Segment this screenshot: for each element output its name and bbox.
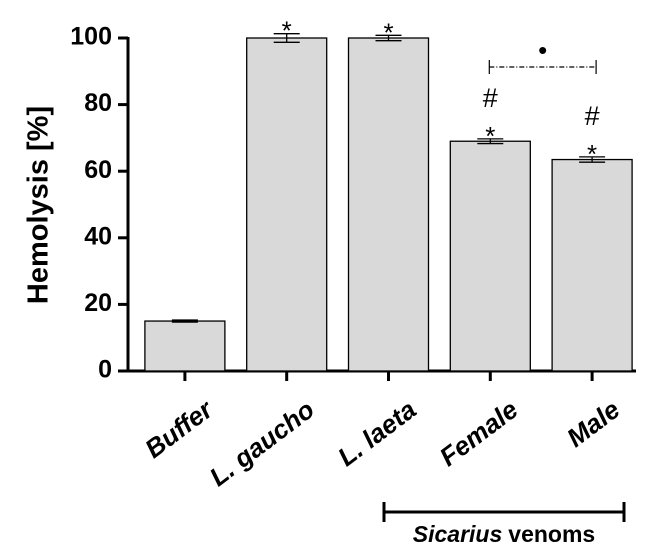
bar — [246, 37, 328, 372]
significance-marker: * — [383, 17, 393, 47]
significance-marker: # — [483, 83, 498, 113]
significance-marker: * — [485, 121, 495, 151]
y-tick-label: 40 — [84, 222, 112, 250]
bar — [144, 320, 226, 372]
error-bar — [171, 319, 198, 323]
x-tick-label: Buffer — [139, 393, 219, 464]
y-tick-label: 20 — [84, 289, 112, 317]
group-label: Sicarius venoms — [413, 521, 595, 547]
y-axis-label: Hemolysis [%] — [23, 106, 55, 304]
x-tick-label: L. laeta — [332, 394, 422, 472]
y-tick-label: 80 — [84, 89, 112, 117]
x-tick-label: Male — [561, 394, 625, 453]
bar — [551, 158, 633, 372]
y-tick-label: 60 — [84, 156, 112, 184]
bar — [347, 37, 430, 372]
error-bar — [375, 34, 402, 42]
significance-marker: # — [585, 101, 600, 131]
group-label-italic: Sicarius — [413, 521, 503, 547]
error-bar — [477, 138, 504, 145]
bar — [449, 140, 531, 372]
x-tick-label: L. gaucho — [204, 394, 320, 492]
y-tick-label: 0 — [98, 356, 112, 384]
comparison-label: • — [538, 35, 547, 65]
error-bar — [579, 156, 606, 163]
significance-marker: * — [587, 139, 597, 169]
group-label-rest: venoms — [508, 521, 595, 547]
error-bar — [273, 33, 300, 43]
significance-marker: * — [282, 16, 292, 46]
y-tick-label: 100 — [70, 23, 112, 51]
x-tick-label: Female — [434, 394, 524, 472]
